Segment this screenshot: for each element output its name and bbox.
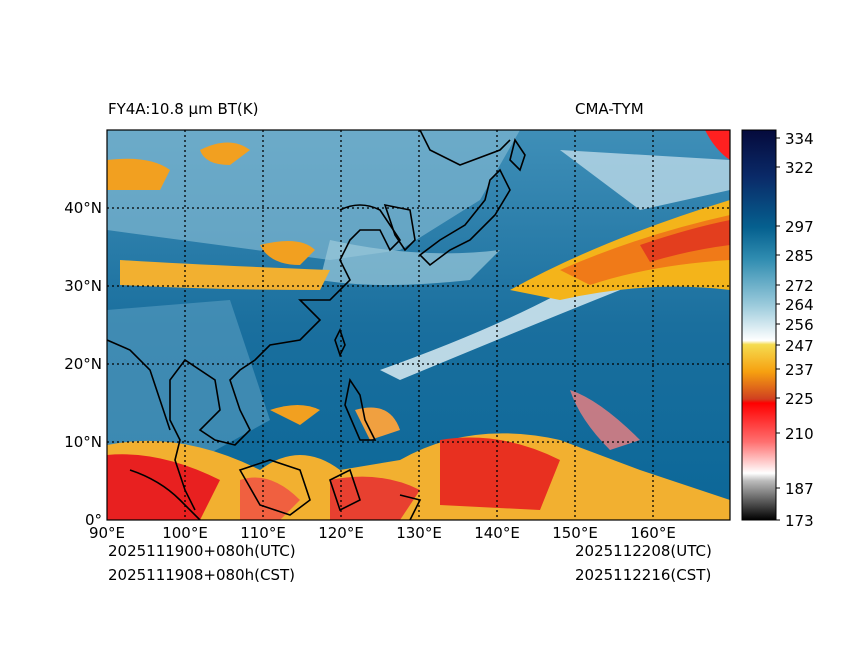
gridlines <box>107 130 730 520</box>
valid-time-utc: 2025112208(UTC) <box>575 542 712 560</box>
lat-tick: 30°N <box>64 277 102 295</box>
lat-tick: 40°N <box>64 199 102 217</box>
colorbar-tick-label: 210 <box>785 425 814 443</box>
lat-tick: 20°N <box>64 355 102 373</box>
colorbar-tick-label: 187 <box>785 480 814 498</box>
lon-tick: 120°E <box>318 524 364 542</box>
valid-time-cst: 2025112216(CST) <box>575 566 712 584</box>
product-title: FY4A:10.8 µm BT(K) <box>108 100 259 118</box>
colorbar-tick-label: 264 <box>785 296 814 314</box>
lon-tick: 100°E <box>162 524 208 542</box>
lat-tick: 0° <box>85 511 102 529</box>
colorbar-tick-label: 297 <box>785 218 814 236</box>
lon-axis: 90°E 100°E 110°E 120°E 130°E 140°E 150°E… <box>89 524 676 542</box>
lon-tick: 90°E <box>89 524 125 542</box>
lon-tick: 160°E <box>630 524 676 542</box>
colorbar-tick-label: 225 <box>785 390 814 408</box>
coastlines <box>107 130 526 520</box>
colorbar-tick-label: 334 <box>785 130 814 148</box>
lon-tick: 110°E <box>240 524 286 542</box>
init-time-cst: 2025111908+080h(CST) <box>108 566 296 584</box>
model-source: CMA-TYM <box>575 100 644 118</box>
lat-tick: 10°N <box>64 433 102 451</box>
colorbar-tick-label: 256 <box>785 316 814 334</box>
lon-tick: 140°E <box>474 524 520 542</box>
lon-tick: 150°E <box>552 524 598 542</box>
lat-axis: 0° 10°N 20°N 30°N 40°N <box>64 199 102 529</box>
init-time-utc: 2025111900+080h(UTC) <box>108 542 296 560</box>
colorbar-tick-label: 322 <box>785 159 814 177</box>
map-frame <box>106 129 731 521</box>
colorbar-tick-label: 272 <box>785 277 814 295</box>
colorbar-tick-label: 173 <box>785 512 814 530</box>
colorbar <box>741 129 777 521</box>
colorbar-tick-label: 237 <box>785 361 814 379</box>
lon-tick: 130°E <box>396 524 442 542</box>
colorbar-tick-label: 247 <box>785 337 814 355</box>
colorbar-tick-label: 285 <box>785 247 814 265</box>
